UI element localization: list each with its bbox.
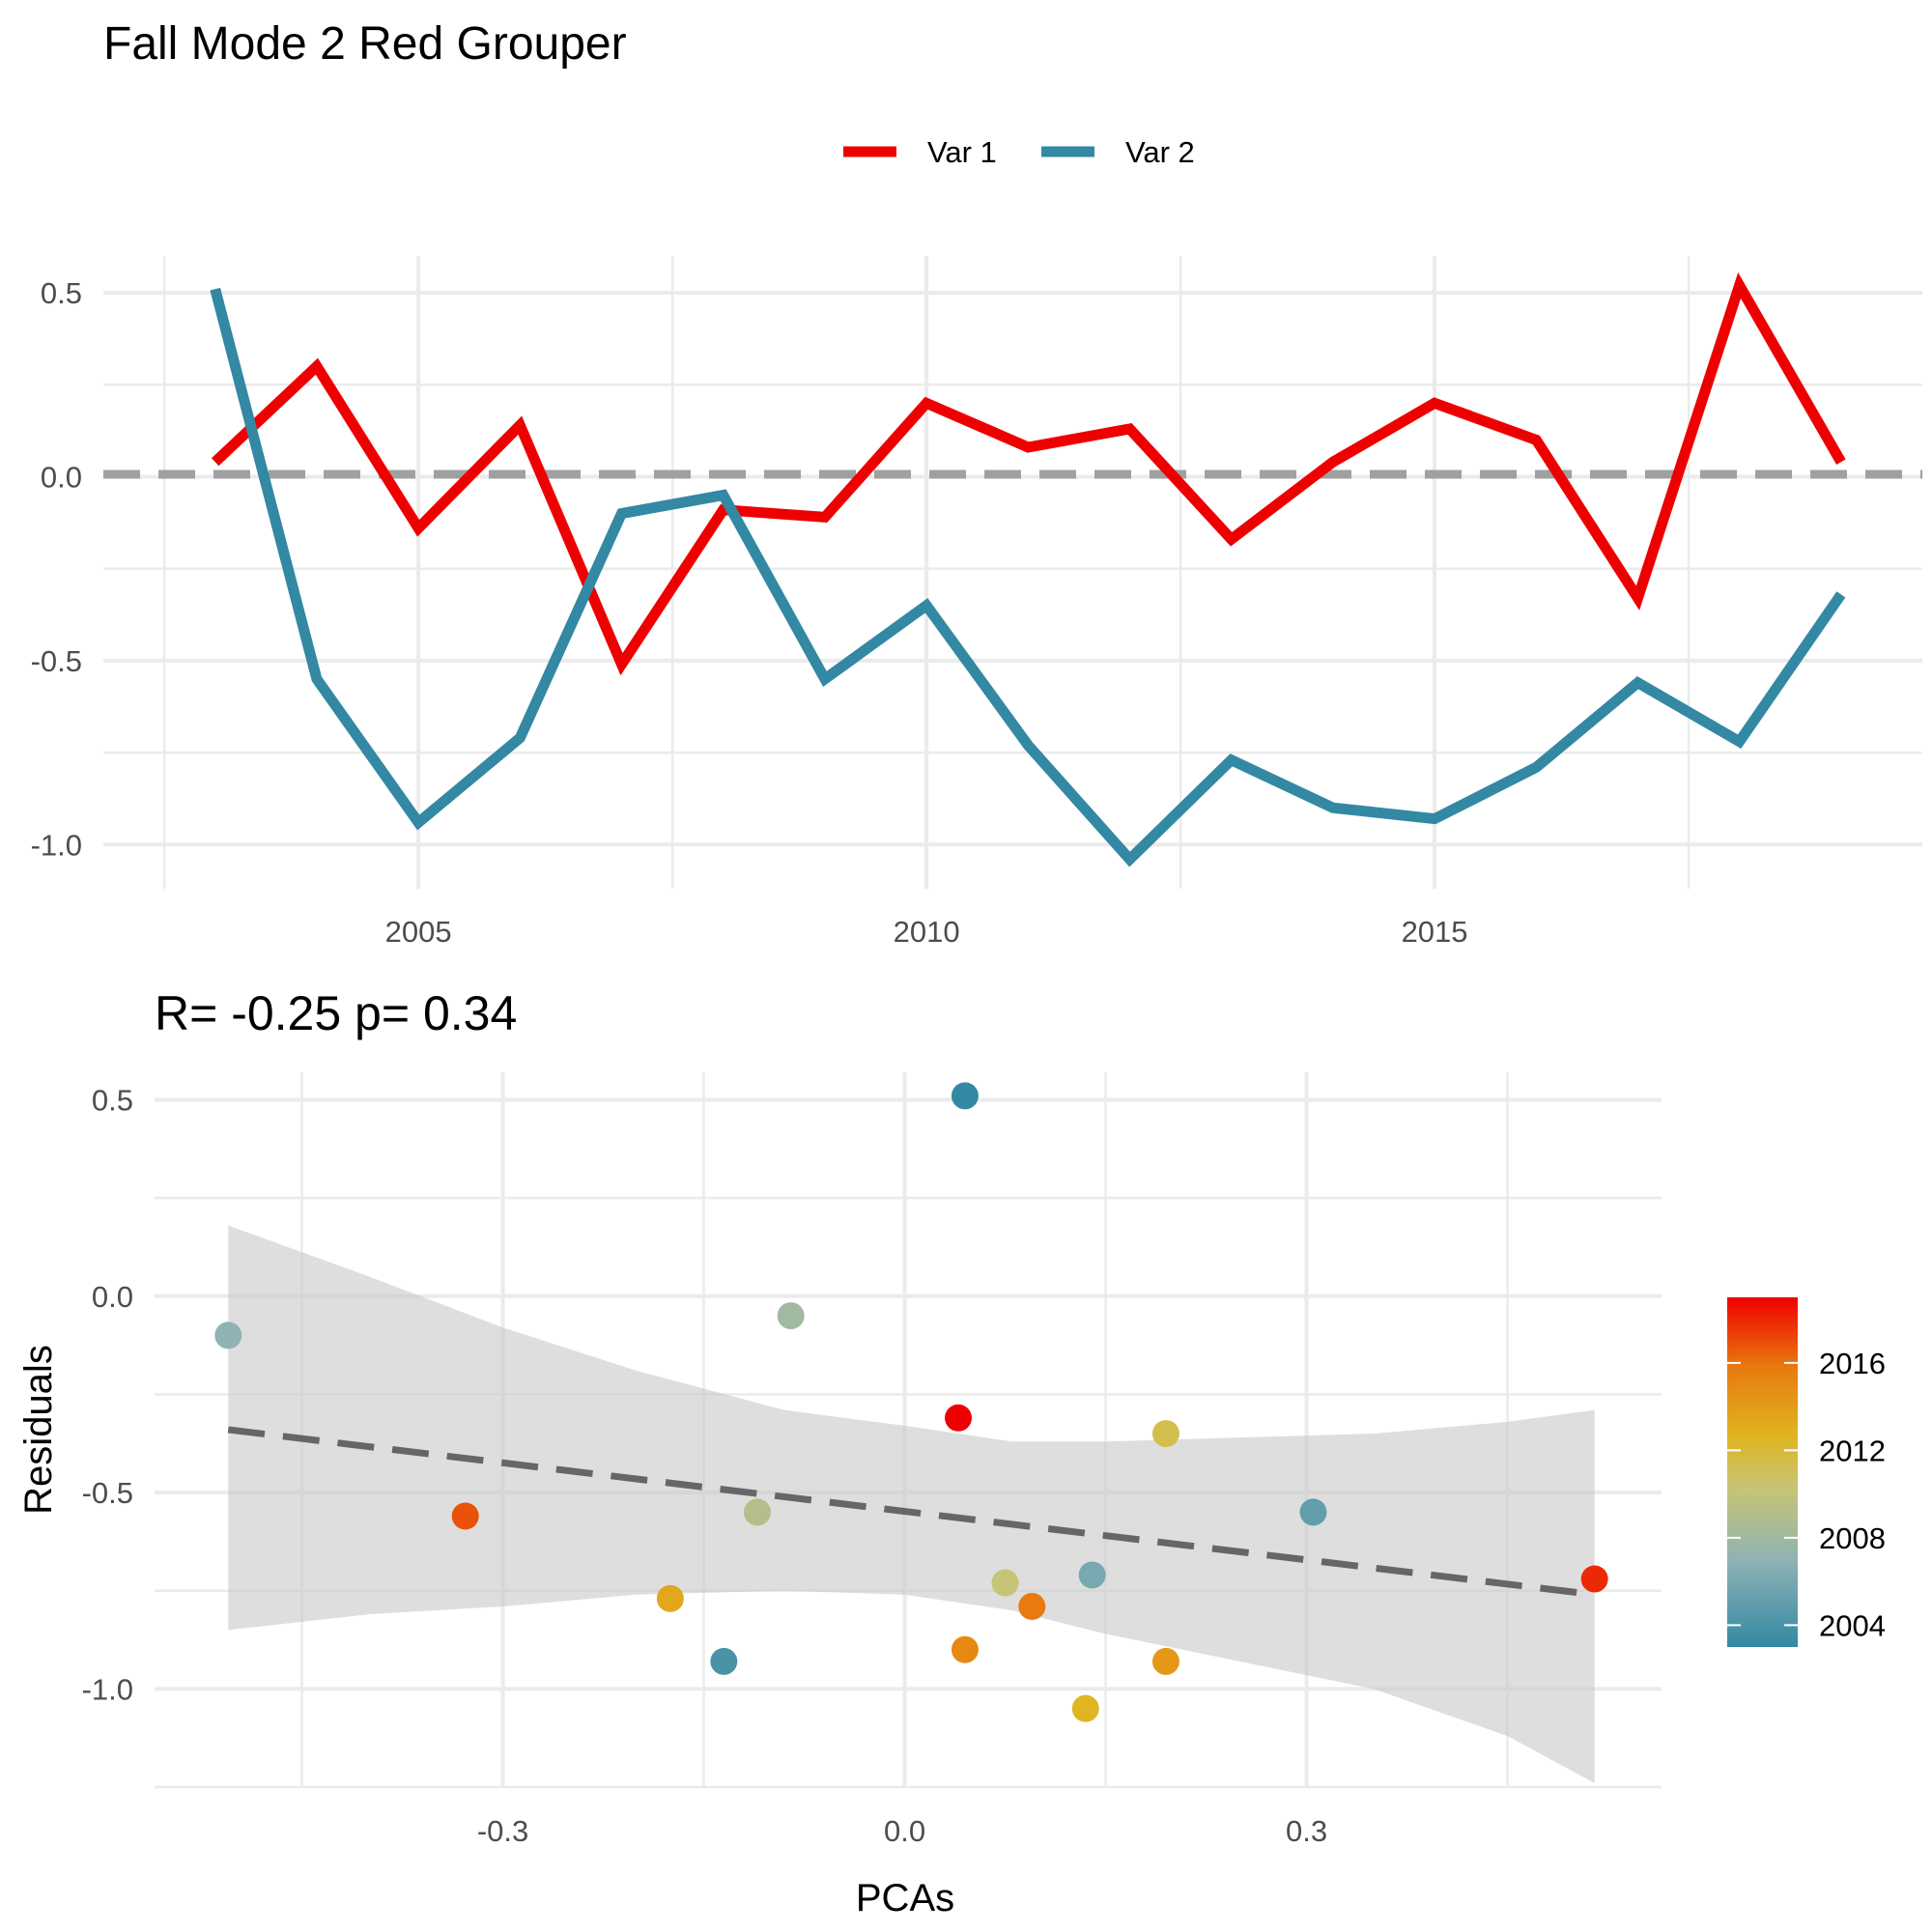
legend-label-var1: Var 1 bbox=[927, 135, 997, 169]
x-tick-label: 0.0 bbox=[884, 1814, 925, 1848]
scatter-point bbox=[710, 1647, 738, 1675]
y-axis-title: Residuals bbox=[17, 1345, 60, 1515]
scatter-point bbox=[1580, 1565, 1608, 1593]
scatter-point bbox=[1078, 1561, 1106, 1589]
x-tick-label: 2005 bbox=[385, 915, 452, 949]
y-tick-label: -1.0 bbox=[82, 1672, 133, 1706]
y-tick-label: 0.5 bbox=[92, 1083, 133, 1117]
series-line-2 bbox=[210, 287, 1846, 867]
y-tick-label: -1.0 bbox=[31, 828, 82, 862]
scatter-y-ticks: 0.5 0.0 -0.5 -1.0 bbox=[82, 1083, 133, 1706]
scatter-point bbox=[1151, 1647, 1179, 1675]
top-panel-grid bbox=[103, 256, 1922, 889]
regression-line bbox=[227, 1426, 1596, 1599]
y-tick-label: -0.5 bbox=[31, 644, 82, 678]
scatter-x-ticks: -0.3 0.0 0.3 bbox=[477, 1814, 1327, 1848]
scatter-point bbox=[951, 1082, 979, 1110]
colorbar-tick-label: 2012 bbox=[1819, 1434, 1886, 1467]
scatter-point bbox=[1071, 1694, 1099, 1722]
top-panel-y-ticks: 0.5 0.0 -0.5 -1.0 bbox=[31, 276, 82, 862]
y-tick-label: -0.5 bbox=[82, 1476, 133, 1510]
scatter-point bbox=[1299, 1498, 1327, 1526]
top-panel-lines bbox=[210, 271, 1846, 867]
scatter-point bbox=[744, 1498, 771, 1526]
scatter-point bbox=[1018, 1592, 1046, 1620]
y-tick-label: 0.0 bbox=[92, 1280, 133, 1314]
scatter-point bbox=[991, 1569, 1019, 1597]
scatter-point bbox=[1151, 1420, 1179, 1448]
legend-label-var2: Var 2 bbox=[1125, 135, 1195, 169]
figure-title: Fall Mode 2 Red Grouper bbox=[103, 18, 627, 70]
confidence-band bbox=[228, 1225, 1595, 1783]
x-tick-label: 0.3 bbox=[1286, 1814, 1327, 1848]
colorbar bbox=[1727, 1297, 1798, 1647]
scatter-point bbox=[214, 1321, 242, 1350]
legend: Var 1 Var 2 bbox=[843, 135, 1195, 169]
colorbar-tick-label: 2008 bbox=[1819, 1521, 1886, 1555]
scatter-point bbox=[945, 1404, 972, 1432]
top-panel-x-ticks: 2005 2010 2015 bbox=[385, 915, 1468, 949]
y-tick-label: 0.5 bbox=[41, 276, 82, 310]
scatter-point bbox=[451, 1502, 479, 1530]
x-axis-title: PCAs bbox=[856, 1877, 954, 1919]
series-line-1 bbox=[211, 271, 1846, 676]
x-tick-label: 2015 bbox=[1402, 915, 1468, 949]
colorbar-tick-label: 2004 bbox=[1819, 1608, 1886, 1642]
y-tick-label: 0.0 bbox=[41, 460, 82, 494]
scatter-point bbox=[656, 1584, 684, 1612]
scatter-points bbox=[214, 1082, 1608, 1722]
colorbar-ticks: 2016 2012 2008 2004 bbox=[1727, 1347, 1886, 1642]
x-tick-label: 2010 bbox=[894, 915, 960, 949]
x-tick-label: -0.3 bbox=[477, 1814, 528, 1848]
scatter-title: R= -0.25 p= 0.34 bbox=[155, 986, 517, 1040]
scatter-point bbox=[777, 1302, 805, 1330]
scatter-point bbox=[951, 1635, 979, 1663]
colorbar-tick-label: 2016 bbox=[1819, 1347, 1886, 1380]
